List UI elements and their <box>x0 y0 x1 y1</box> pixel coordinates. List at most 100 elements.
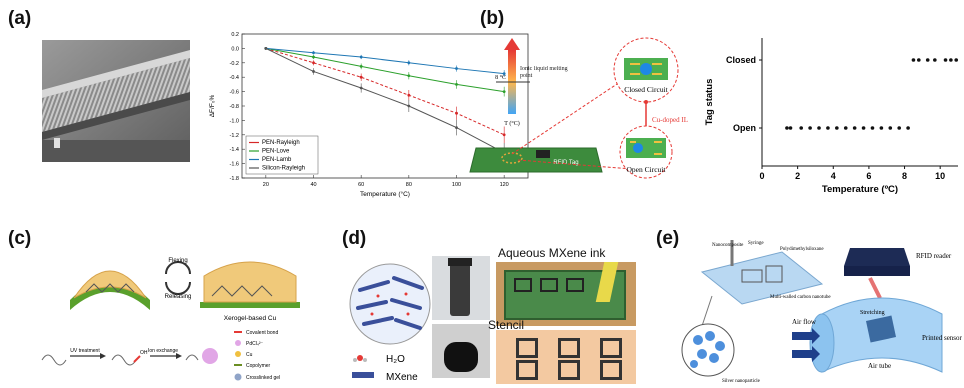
chart-b-point <box>925 58 930 62</box>
stencil-printing-photo <box>496 262 636 326</box>
closed-circuit-label: Closed Circuit <box>624 85 668 94</box>
chart-a-xtick-label: 60 <box>358 182 364 188</box>
release-arrow-icon <box>165 281 191 295</box>
chart-a-point <box>455 126 458 129</box>
chart-a-ylabel: ΔF/F₀% <box>209 95 216 118</box>
chart-a-xtick-label: 120 <box>500 182 509 188</box>
syringe-label: Syringe <box>748 241 764 246</box>
chart-b-point <box>808 126 812 130</box>
chart-a-xtick-label: 100 <box>452 182 461 188</box>
chart-a-point <box>455 67 458 70</box>
chart-b-point <box>949 58 953 62</box>
chart-a-ytick-label: -1.6 <box>230 162 239 168</box>
scale-top-label: 8 °C <box>495 74 506 81</box>
air-tube-label: Air tube <box>868 362 891 370</box>
rfid-reader-icon <box>844 248 910 266</box>
bottle-photo <box>432 324 490 378</box>
chart-a-point <box>407 74 411 78</box>
chart-b-point <box>933 58 937 62</box>
chart-b-point <box>826 126 830 130</box>
ion-label: Ion exchange <box>148 348 178 354</box>
mxene-sheets-illustration <box>349 263 431 345</box>
ink-label: Aqueous MXene ink <box>498 246 606 260</box>
legend-pdcl: PdCl₄²⁻ <box>246 341 264 347</box>
chart-b-point <box>799 126 803 130</box>
sem-micrograph <box>42 40 190 162</box>
flexing-label: Flexing <box>168 258 187 264</box>
printed-sensor-icon <box>865 315 897 343</box>
chart-a-point <box>359 86 363 90</box>
chart-b-point <box>843 126 848 130</box>
chart-a-point <box>502 133 506 137</box>
legend-gel: Crosslinked gel <box>246 375 280 381</box>
silver-label: Silver nanoparticle <box>722 379 761 384</box>
printed-sensor-illustration: Nanocomposite Syringe Polydimethylsiloxa… <box>681 240 962 384</box>
chart-a-ytick-label: -0.4 <box>230 75 239 81</box>
legend-copolymer: Copolymer <box>246 363 271 369</box>
uv-label: UV treatment <box>70 348 100 354</box>
printed-sensor-label: Printed sensor <box>922 334 962 342</box>
chart-a-point <box>502 90 506 93</box>
chart-a: 0.2 0.0 -0.2 -0.4 -0.6 -0.8 -1.0 -1.2 -1.4 -1.6 -1… <box>209 32 529 198</box>
nanocomposite-label: Nanocomposite <box>712 243 744 248</box>
chart-b: 0 2 4 6 8 10 Open Closed Temperature (ºC) Tag sta… <box>704 38 959 195</box>
chart-a-point <box>312 61 315 65</box>
chart-a-xtick-label: 40 <box>310 182 316 188</box>
chart-b-point <box>861 126 866 130</box>
chart-a-ytick-label: -1.2 <box>230 133 239 139</box>
panel-label-b: (b) <box>480 8 505 29</box>
chart-a-series-line <box>265 47 505 136</box>
chart-a-series-line <box>265 47 505 93</box>
chart-a-point <box>455 111 458 115</box>
dopant-label: Cu-doped IL <box>652 116 688 124</box>
chart-a-ytick-label: 0.2 <box>231 32 239 38</box>
chart-a-point <box>455 83 458 86</box>
chart-a-xtick-label: 80 <box>406 182 412 188</box>
xerogel-schematic: Flexing Releasing Xerogel-based Cu UV tr… <box>41 258 300 381</box>
legend-covalent: Covalent bond <box>246 330 278 336</box>
chart-a-legend-label: PEN-Lamb <box>262 157 292 163</box>
chart-b-point <box>852 126 857 130</box>
stencil-label: Stencil <box>488 318 525 332</box>
chart-a-point <box>407 61 411 65</box>
chart-a-legend-label: PEN-Love <box>262 149 290 155</box>
temperature-arrow-icon <box>504 38 520 50</box>
chart-b-point <box>954 58 959 62</box>
chart-b-point <box>879 126 884 130</box>
releasing-label: Releasing <box>165 294 192 300</box>
chart-a-point <box>312 51 315 55</box>
chart-a-ytick-label: -0.6 <box>230 90 239 96</box>
chart-a-xtick-label: 20 <box>263 182 269 188</box>
printed-patterns-photo <box>496 330 636 384</box>
chart-a-ytick-label: 0.0 <box>231 46 239 52</box>
chart-b-xtick-label: 2 <box>795 171 800 181</box>
chart-a-series-line <box>265 47 505 75</box>
chart-a-ytick-label: -0.2 <box>230 61 239 67</box>
chart-b-xlabel: Temperature (ºC) <box>822 184 898 195</box>
oh-label: OH <box>140 350 148 356</box>
mwcnt-label: Multi-walled carbon nanotube <box>770 295 831 300</box>
open-circuit-label: Open Circuit <box>627 165 667 174</box>
panel-label-e: (e) <box>656 228 680 249</box>
chart-a-point <box>407 104 411 108</box>
chart-b-xtick-label: 8 <box>902 171 907 181</box>
chart-b-point <box>888 126 893 130</box>
chart-a-point <box>312 70 315 73</box>
chart-a-point <box>312 55 315 59</box>
chart-b-point <box>788 126 793 130</box>
water-molecule-icon <box>357 355 363 361</box>
h2o-label: H₂O <box>386 354 405 365</box>
pdms-label: Polydimethylsiloxane <box>780 247 824 252</box>
chart-a-point <box>264 47 268 50</box>
chart-b-xtick-label: 10 <box>935 171 945 181</box>
chart-b-point <box>785 126 789 130</box>
chart-b-point <box>943 58 948 62</box>
molecule-legend: H₂O MXene <box>352 354 418 383</box>
chart-b-ytick-label: Closed <box>726 55 756 65</box>
rfid-schematic: 8 °C Ionic liquid melting point T (°C) R… <box>469 37 688 179</box>
chart-b-point <box>835 126 839 130</box>
chart-b-point <box>817 126 821 130</box>
chart-b-point <box>911 58 916 62</box>
chart-b-xtick-label: 0 <box>759 171 764 181</box>
chart-b-ytick-label: Open <box>733 123 756 133</box>
